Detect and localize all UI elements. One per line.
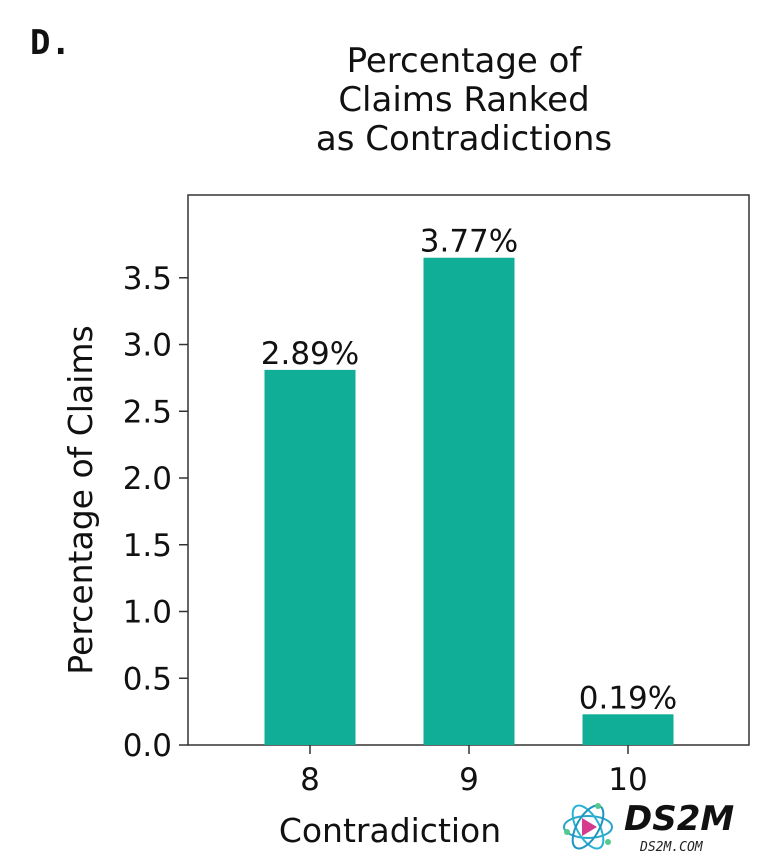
data-label-9: 3.77% xyxy=(420,224,518,260)
bar-10 xyxy=(582,714,674,745)
bar-9 xyxy=(423,257,515,745)
bar-series xyxy=(264,257,674,745)
data-labels: 2.89% 3.77% 0.19% xyxy=(261,224,677,717)
atom-logo-icon xyxy=(563,803,613,850)
y-tick-label: 2.0 xyxy=(123,461,172,497)
x-tick-label-9: 9 xyxy=(459,762,479,798)
x-axis-label: Contradiction xyxy=(279,811,501,850)
data-label-8: 2.89% xyxy=(261,336,359,372)
y-tick-label: 1.5 xyxy=(123,528,172,564)
chart-title-line-2: Claims Ranked xyxy=(338,80,589,120)
watermark-site: DS2M.COM xyxy=(639,840,704,855)
panel-letter: D. xyxy=(30,23,71,63)
y-tick-label: 0.5 xyxy=(123,661,172,697)
y-tick-label: 2.5 xyxy=(123,394,172,430)
watermark-brand: DS2M xyxy=(624,799,734,839)
x-axis: 8 9 10 xyxy=(300,745,648,798)
chart-title-line-3: as Contradictions xyxy=(316,119,612,159)
data-label-10: 0.19% xyxy=(579,680,677,716)
y-tick-label: 3.5 xyxy=(123,261,172,297)
bar-8 xyxy=(264,369,356,745)
ds2m-watermark: DS2M DS2M.COM xyxy=(563,799,734,855)
x-tick-label-10: 10 xyxy=(608,762,647,798)
chart-title-line-1: Percentage of xyxy=(347,41,583,81)
y-tick-label: 1.0 xyxy=(123,595,172,631)
x-tick-label-8: 8 xyxy=(300,762,320,798)
y-axis: 0.0 0.5 1.0 1.5 2.0 2.5 3.0 3.5 xyxy=(123,261,188,764)
y-axis-label: Percentage of Claims xyxy=(61,325,100,674)
y-tick-label: 0.0 xyxy=(123,728,172,764)
y-tick-label: 3.0 xyxy=(123,328,172,364)
